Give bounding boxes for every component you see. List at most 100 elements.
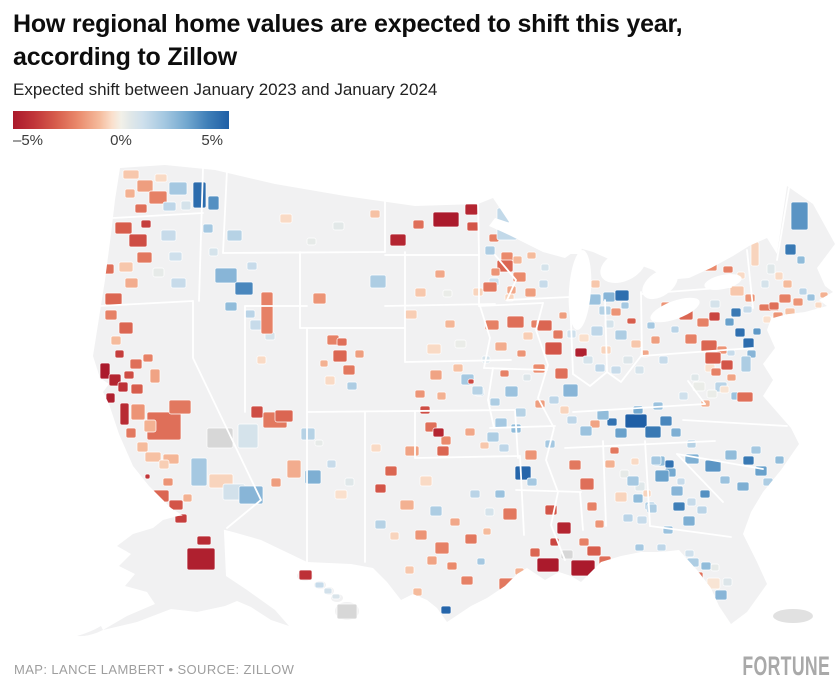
county bbox=[404, 309, 418, 320]
county bbox=[762, 477, 774, 487]
county bbox=[626, 317, 637, 325]
state-border-line bbox=[98, 300, 194, 307]
county bbox=[620, 301, 630, 310]
county bbox=[682, 515, 696, 527]
county bbox=[632, 493, 644, 504]
state-border-line bbox=[306, 409, 516, 413]
alaska-silhouette bbox=[77, 511, 289, 637]
county bbox=[570, 559, 596, 577]
county bbox=[719, 475, 731, 485]
state-border-line bbox=[572, 355, 642, 387]
county bbox=[256, 355, 267, 365]
state-border-line bbox=[198, 167, 204, 302]
county bbox=[467, 378, 475, 385]
state-border-line bbox=[192, 300, 262, 529]
county bbox=[334, 489, 348, 500]
color-legend: –5% 0% 5% bbox=[13, 111, 229, 150]
county bbox=[792, 297, 804, 307]
legend-gradient-bar bbox=[13, 111, 229, 129]
county bbox=[170, 277, 187, 289]
county bbox=[722, 265, 734, 274]
county bbox=[784, 307, 796, 316]
chart-subtitle: Expected shift between January 2023 and … bbox=[13, 80, 438, 99]
county bbox=[414, 389, 426, 399]
county bbox=[706, 577, 721, 590]
state-border-line bbox=[687, 380, 706, 405]
county bbox=[529, 547, 541, 558]
county bbox=[502, 507, 518, 521]
county bbox=[152, 489, 170, 503]
county bbox=[778, 293, 792, 304]
county bbox=[664, 459, 675, 469]
state-border-line bbox=[483, 367, 548, 371]
county bbox=[762, 315, 772, 324]
county bbox=[482, 281, 498, 293]
county bbox=[696, 605, 708, 615]
county bbox=[522, 331, 534, 341]
county bbox=[434, 269, 446, 279]
state-border-line bbox=[602, 440, 607, 527]
county bbox=[460, 575, 474, 586]
county bbox=[105, 392, 116, 404]
county bbox=[117, 381, 129, 393]
county bbox=[736, 481, 750, 492]
county bbox=[760, 279, 770, 289]
county bbox=[750, 241, 760, 267]
county bbox=[342, 364, 356, 376]
county bbox=[128, 233, 148, 248]
county bbox=[304, 469, 322, 485]
county bbox=[434, 541, 450, 555]
county bbox=[244, 309, 256, 319]
state-border-line bbox=[572, 403, 706, 413]
county bbox=[524, 449, 538, 461]
state-border-line bbox=[579, 491, 584, 531]
county bbox=[594, 567, 606, 577]
county bbox=[626, 475, 640, 487]
county bbox=[162, 477, 174, 487]
county bbox=[136, 251, 153, 264]
county bbox=[323, 587, 333, 595]
county bbox=[134, 203, 148, 214]
county bbox=[136, 179, 154, 193]
state-border-line bbox=[489, 425, 556, 429]
county bbox=[646, 321, 656, 330]
county bbox=[692, 571, 704, 582]
county bbox=[686, 497, 697, 507]
county bbox=[130, 403, 146, 421]
county bbox=[168, 399, 192, 415]
county bbox=[168, 499, 184, 511]
county bbox=[782, 279, 793, 289]
county bbox=[676, 477, 686, 486]
county bbox=[590, 279, 601, 289]
county bbox=[650, 335, 661, 345]
county bbox=[814, 301, 823, 309]
county bbox=[190, 457, 208, 487]
county bbox=[726, 349, 736, 357]
county bbox=[129, 358, 143, 370]
county bbox=[740, 355, 752, 373]
state-border-line bbox=[640, 286, 732, 295]
county bbox=[486, 431, 500, 443]
county bbox=[532, 363, 546, 374]
state-border-line bbox=[404, 359, 512, 363]
county bbox=[578, 537, 590, 547]
county bbox=[579, 477, 595, 491]
county bbox=[516, 349, 527, 358]
county bbox=[125, 427, 137, 439]
title-line-1: How regional home values are expected to… bbox=[13, 10, 683, 38]
county bbox=[412, 219, 425, 230]
county bbox=[471, 385, 484, 396]
county bbox=[404, 565, 415, 575]
county bbox=[100, 263, 115, 275]
state-border-line bbox=[640, 347, 754, 357]
county bbox=[720, 359, 734, 371]
county bbox=[464, 533, 478, 545]
county bbox=[174, 513, 188, 524]
county bbox=[742, 455, 755, 466]
county bbox=[579, 425, 593, 437]
county bbox=[99, 362, 111, 380]
us-choropleth-map bbox=[75, 160, 837, 660]
county bbox=[154, 173, 168, 183]
county bbox=[484, 507, 495, 517]
county bbox=[374, 519, 387, 530]
